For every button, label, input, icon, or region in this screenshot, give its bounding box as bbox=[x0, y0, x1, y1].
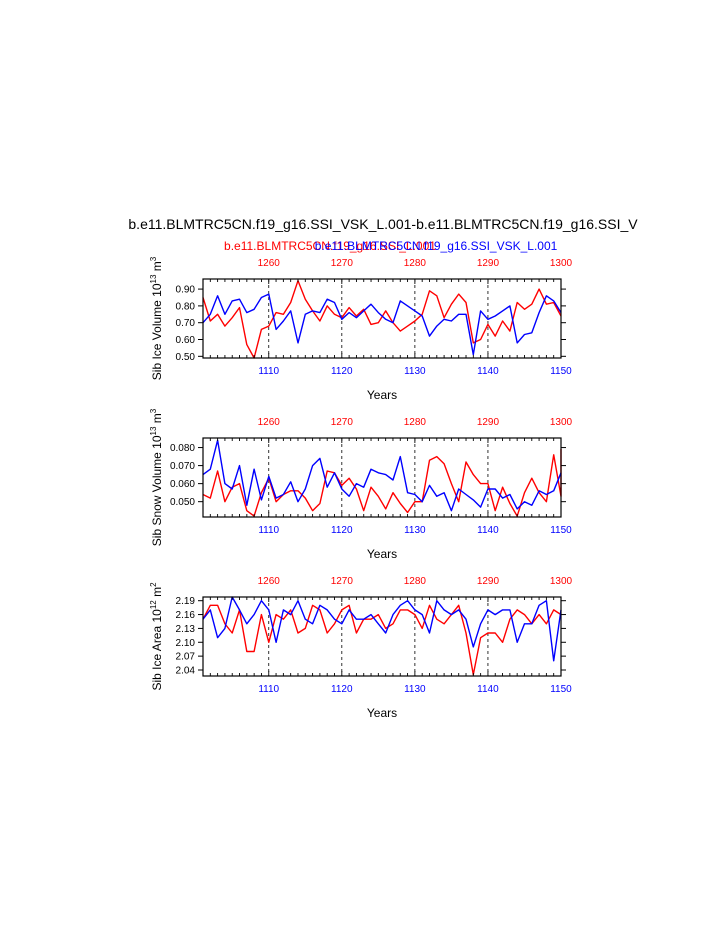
panel-1: 0.50 0.60 0.70 0.80 0.90 1110 1120 1130 1140 1150… bbox=[149, 256, 573, 402]
y-axis-label-superscript: 2 bbox=[149, 582, 158, 587]
x-tick-label-top: 1270 bbox=[331, 258, 354, 269]
main-title: b.e11.BLMTRC5CN.f19_g16.SSI_VSK_L.001-b.… bbox=[128, 216, 638, 232]
x-tick-label-bottom: 1120 bbox=[331, 525, 353, 536]
series-line-red bbox=[202, 448, 562, 517]
x-tick-label-top: 1270 bbox=[331, 576, 354, 587]
x-tick-label-bottom: 1140 bbox=[477, 525, 499, 536]
x-tick-label-top: 1300 bbox=[550, 576, 573, 587]
y-axis-label-superscript: 3 bbox=[149, 408, 158, 413]
x-tick-label-bottom: 1150 bbox=[550, 366, 572, 377]
y-tick-label: 0.50 bbox=[176, 352, 196, 363]
y-tick-label: 0.80 bbox=[176, 301, 196, 312]
x-tick-label-bottom: 1120 bbox=[331, 366, 353, 377]
series-line-blue bbox=[202, 439, 562, 512]
y-axis-label: Sib Snow Volume 1013 m3 bbox=[149, 408, 164, 546]
panel-3: 2.04 2.07 2.10 2.13 2.16 2.19 1110 1120 1130 1140… bbox=[149, 576, 573, 720]
x-tick-label-top: 1260 bbox=[258, 576, 281, 587]
y-tick-label: 2.10 bbox=[176, 638, 196, 649]
x-tick-label-bottom: 1130 bbox=[404, 684, 426, 695]
y-axis-label-text: m bbox=[150, 261, 164, 274]
y-tick-label: 0.060 bbox=[170, 479, 195, 490]
right-case-subtitle: b.e11.BLMTRC5CN.f19_g16.SSI_VSK_L.001 bbox=[315, 239, 558, 253]
y-axis-label: Sib Ice Volume 1013 m3 bbox=[149, 256, 164, 380]
y-axis-label: Sib Ice Area 1012 m2 bbox=[149, 582, 164, 691]
x-tick-label-top: 1300 bbox=[550, 258, 573, 269]
y-tick-label: 0.90 bbox=[176, 285, 196, 296]
x-tick-label-top: 1280 bbox=[404, 417, 427, 428]
y-tick-label: 0.70 bbox=[176, 318, 196, 329]
y-tick-label: 2.07 bbox=[176, 652, 196, 663]
y-axis-label-superscript: 12 bbox=[149, 600, 158, 609]
x-tick-label-top: 1290 bbox=[477, 258, 500, 269]
x-axis-label: Years bbox=[367, 706, 397, 720]
x-tick-label-bottom: 1130 bbox=[404, 525, 426, 536]
y-tick-label: 0.050 bbox=[170, 497, 195, 508]
x-tick-label-top: 1280 bbox=[404, 576, 427, 587]
y-tick-label: 0.080 bbox=[170, 443, 195, 454]
plot-frame bbox=[202, 437, 562, 518]
x-tick-label-bottom: 1140 bbox=[477, 366, 499, 377]
x-tick-label-bottom: 1150 bbox=[550, 684, 572, 695]
plot-frame bbox=[202, 596, 562, 677]
x-tick-label-bottom: 1150 bbox=[550, 525, 572, 536]
plot-frame bbox=[202, 278, 562, 359]
x-tick-label-top: 1260 bbox=[258, 417, 281, 428]
panels: 0.50 0.60 0.70 0.80 0.90 1110 1120 1130 1140 1150… bbox=[149, 256, 573, 720]
y-axis-label-superscript: 13 bbox=[149, 426, 158, 435]
y-tick-label: 2.16 bbox=[176, 610, 196, 621]
x-tick-label-top: 1290 bbox=[477, 576, 500, 587]
x-tick-label-top: 1300 bbox=[550, 417, 573, 428]
panel-2: 0.050 0.060 0.070 0.080 1110 1120 1130 1140 1150… bbox=[149, 408, 573, 561]
y-tick-label: 0.070 bbox=[170, 461, 195, 472]
y-axis-label-superscript: 3 bbox=[149, 256, 158, 261]
series-line-blue bbox=[202, 596, 562, 662]
x-tick-label-bottom: 1130 bbox=[404, 366, 426, 377]
x-axis-label: Years bbox=[367, 547, 397, 561]
y-axis-label-text: m bbox=[150, 413, 164, 426]
y-axis-label-text: m bbox=[150, 587, 164, 600]
y-tick-label: 0.60 bbox=[176, 335, 196, 346]
y-axis-label-superscript: 13 bbox=[149, 274, 158, 283]
y-tick-label: 2.13 bbox=[176, 624, 196, 635]
y-tick-label: 2.19 bbox=[176, 596, 196, 607]
series-line-blue bbox=[202, 293, 562, 356]
x-tick-label-top: 1260 bbox=[258, 258, 281, 269]
series-line-red bbox=[202, 604, 562, 676]
x-tick-label-top: 1280 bbox=[404, 258, 427, 269]
y-axis-label-text: Sib Ice Area 10 bbox=[150, 609, 164, 691]
x-tick-label-bottom: 1110 bbox=[258, 366, 279, 377]
x-tick-label-bottom: 1110 bbox=[258, 525, 279, 536]
x-tick-label-top: 1270 bbox=[331, 417, 354, 428]
y-axis-label-text: Sib Snow Volume 10 bbox=[150, 435, 164, 546]
left-case-subtitle: b.e11.BLMTRC5CN.f19_g16.SSI_L.001 bbox=[224, 239, 436, 253]
y-axis-label-text: Sib Ice Volume 10 bbox=[150, 283, 164, 380]
x-axis-label: Years bbox=[367, 388, 397, 402]
x-tick-label-bottom: 1110 bbox=[258, 684, 279, 695]
x-tick-label-bottom: 1140 bbox=[477, 684, 499, 695]
series-line-red bbox=[202, 280, 562, 359]
x-tick-label-top: 1290 bbox=[477, 417, 500, 428]
x-tick-label-bottom: 1120 bbox=[331, 684, 353, 695]
y-tick-label: 2.04 bbox=[176, 665, 196, 676]
